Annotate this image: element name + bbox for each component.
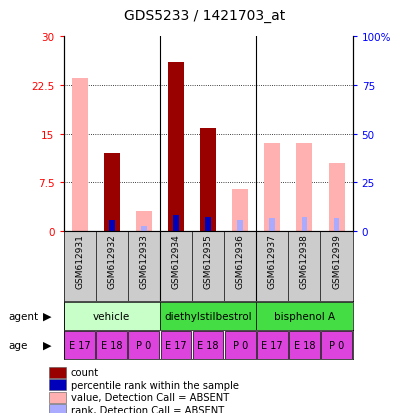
Bar [288, 331, 319, 359]
Text: GSM612934: GSM612934 [171, 233, 180, 288]
Bar [328, 163, 344, 231]
Bar [264, 144, 280, 231]
Bar [237, 221, 243, 231]
Bar [204, 218, 211, 231]
Text: GSM612938: GSM612938 [299, 233, 308, 288]
Text: percentile rank within the sample: percentile rank within the sample [71, 380, 238, 390]
Text: value, Detection Call = ABSENT: value, Detection Call = ABSENT [71, 392, 229, 402]
Bar [200, 129, 216, 231]
Bar [63, 302, 160, 330]
Bar [256, 302, 352, 330]
Text: E 17: E 17 [165, 340, 187, 350]
Bar [173, 216, 178, 231]
Bar [296, 144, 312, 231]
Bar [128, 331, 159, 359]
Text: E 18: E 18 [197, 340, 218, 350]
Text: GSM612932: GSM612932 [107, 233, 116, 288]
Text: GSM612935: GSM612935 [203, 233, 212, 288]
Text: GSM612931: GSM612931 [75, 233, 84, 288]
Text: ▶: ▶ [43, 311, 51, 321]
Text: vehicle: vehicle [93, 311, 130, 321]
Text: agent: agent [8, 311, 38, 321]
Bar [224, 331, 255, 359]
Bar [141, 226, 146, 231]
Text: ▶: ▶ [43, 340, 51, 350]
Text: GSM612936: GSM612936 [235, 233, 244, 288]
Text: E 18: E 18 [101, 340, 122, 350]
Text: E 17: E 17 [69, 340, 90, 350]
Bar [160, 302, 256, 330]
Bar [64, 331, 95, 359]
Text: age: age [8, 340, 27, 350]
Bar [49, 392, 66, 403]
Text: E 18: E 18 [293, 340, 315, 350]
Bar [320, 331, 351, 359]
Text: count: count [71, 368, 99, 377]
Text: rank, Detection Call = ABSENT: rank, Detection Call = ABSENT [71, 405, 224, 413]
Bar [49, 367, 66, 378]
Bar [231, 189, 247, 231]
Text: bisphenol A: bisphenol A [273, 311, 334, 321]
Bar [108, 221, 115, 231]
Bar [333, 218, 339, 231]
Text: GDS5233 / 1421703_at: GDS5233 / 1421703_at [124, 9, 285, 23]
Text: P 0: P 0 [232, 340, 247, 350]
Text: GSM612933: GSM612933 [139, 233, 148, 288]
Bar [192, 331, 223, 359]
Text: P 0: P 0 [136, 340, 151, 350]
Text: P 0: P 0 [328, 340, 343, 350]
Bar [49, 404, 66, 413]
Bar [160, 331, 191, 359]
Bar [269, 218, 274, 231]
Bar [168, 63, 184, 231]
Text: E 17: E 17 [261, 340, 283, 350]
Bar [301, 218, 307, 231]
Text: diethylstilbestrol: diethylstilbestrol [164, 311, 251, 321]
Bar [72, 79, 88, 231]
Text: GSM612939: GSM612939 [331, 233, 340, 288]
Bar [256, 331, 287, 359]
Bar [49, 379, 66, 390]
Bar [103, 154, 119, 231]
Text: GSM612937: GSM612937 [267, 233, 276, 288]
Bar [135, 212, 151, 231]
Bar [96, 331, 127, 359]
